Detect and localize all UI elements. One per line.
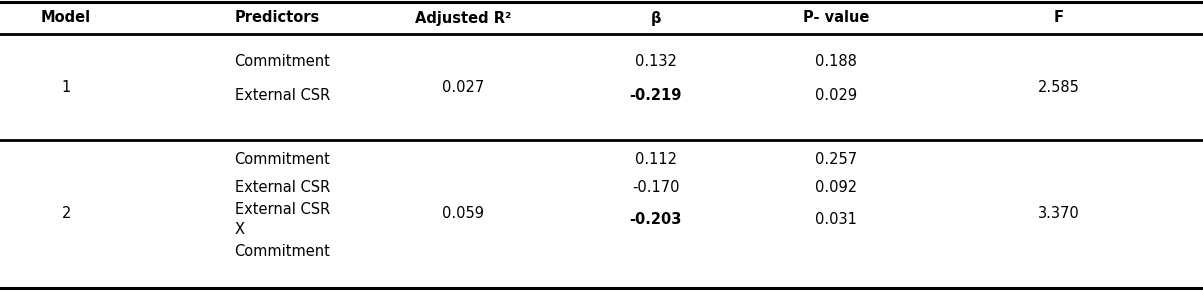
Text: 0.059: 0.059	[443, 207, 484, 221]
Text: 0.031: 0.031	[816, 212, 857, 228]
Text: F: F	[1054, 10, 1063, 26]
Text: P- value: P- value	[802, 10, 870, 26]
Text: 0.029: 0.029	[814, 88, 858, 104]
Text: Predictors: Predictors	[235, 10, 320, 26]
Text: 2: 2	[61, 207, 71, 221]
Text: External CSR: External CSR	[235, 88, 330, 104]
Text: Adjusted R²: Adjusted R²	[415, 10, 511, 26]
Text: -0.170: -0.170	[632, 180, 680, 196]
Text: 0.112: 0.112	[635, 152, 676, 168]
Text: Commitment: Commitment	[235, 152, 331, 168]
Text: External CSR: External CSR	[235, 203, 330, 217]
Text: 2.585: 2.585	[1038, 79, 1079, 95]
Text: 0.027: 0.027	[442, 79, 485, 95]
Text: 0.257: 0.257	[814, 152, 858, 168]
Text: -0.203: -0.203	[629, 212, 682, 228]
Text: 1: 1	[61, 79, 71, 95]
Text: Model: Model	[41, 10, 91, 26]
Text: 3.370: 3.370	[1038, 207, 1079, 221]
Text: Commitment: Commitment	[235, 54, 331, 70]
Text: 0.132: 0.132	[635, 54, 676, 70]
Text: 0.092: 0.092	[814, 180, 858, 196]
Text: External CSR: External CSR	[235, 180, 330, 196]
Text: X: X	[235, 223, 244, 237]
Text: 0.188: 0.188	[816, 54, 857, 70]
Text: Commitment: Commitment	[235, 244, 331, 260]
Text: -0.219: -0.219	[629, 88, 682, 104]
Text: β: β	[651, 10, 660, 26]
